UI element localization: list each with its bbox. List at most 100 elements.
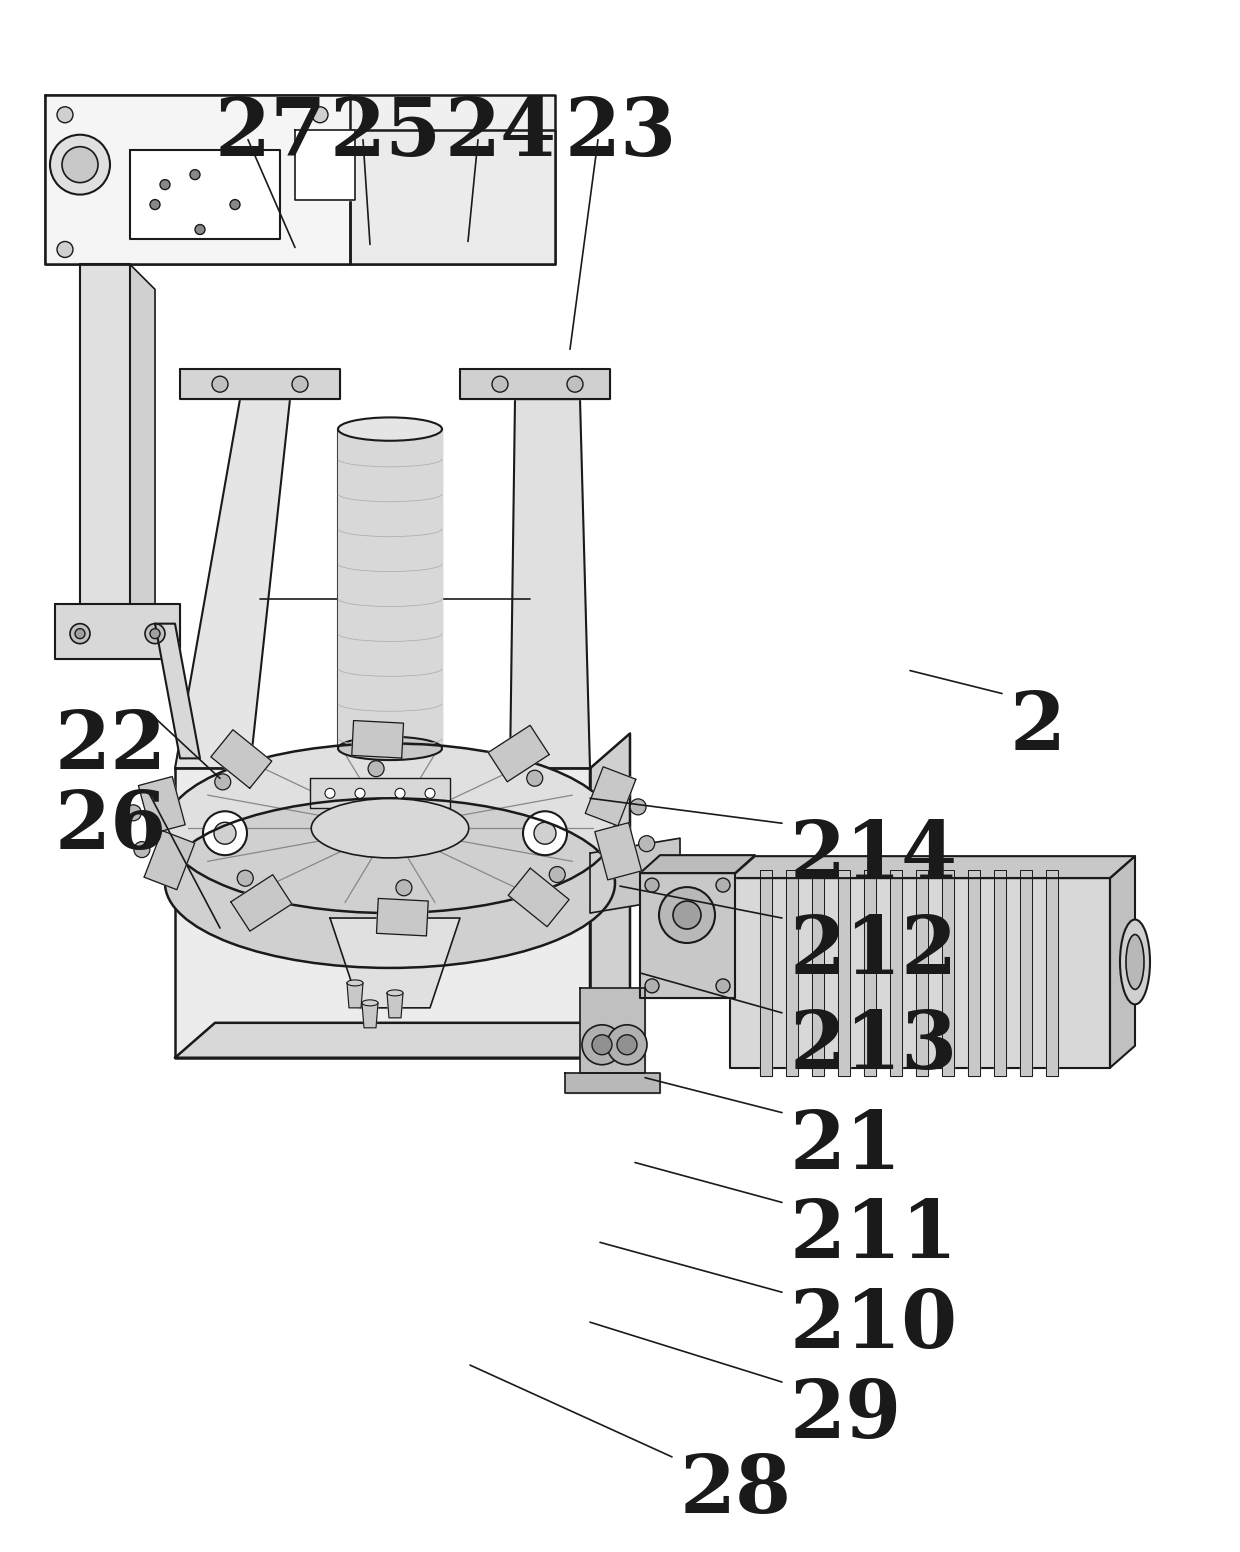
Circle shape — [57, 107, 73, 123]
Polygon shape — [1047, 871, 1058, 1076]
Polygon shape — [165, 798, 615, 968]
Polygon shape — [231, 875, 291, 931]
Text: 25: 25 — [330, 95, 443, 172]
Ellipse shape — [339, 737, 441, 760]
Polygon shape — [730, 857, 1135, 878]
Text: 28: 28 — [680, 1453, 792, 1530]
Ellipse shape — [387, 990, 403, 996]
Circle shape — [57, 242, 73, 258]
Polygon shape — [175, 1023, 630, 1058]
Polygon shape — [155, 624, 200, 759]
Circle shape — [215, 774, 231, 790]
Polygon shape — [812, 871, 825, 1076]
Polygon shape — [295, 130, 355, 200]
Polygon shape — [590, 734, 630, 1058]
Polygon shape — [640, 855, 755, 874]
Polygon shape — [590, 838, 680, 913]
Polygon shape — [165, 743, 615, 913]
Text: 27: 27 — [215, 95, 327, 172]
Circle shape — [645, 878, 658, 892]
Polygon shape — [310, 779, 450, 809]
Circle shape — [150, 629, 160, 638]
Text: 213: 213 — [790, 1007, 959, 1086]
Circle shape — [134, 841, 150, 858]
Circle shape — [567, 376, 583, 393]
Circle shape — [523, 812, 567, 855]
Circle shape — [527, 770, 543, 787]
Polygon shape — [585, 767, 636, 826]
Polygon shape — [180, 369, 340, 399]
Polygon shape — [890, 871, 901, 1076]
Polygon shape — [580, 989, 645, 1072]
Polygon shape — [339, 428, 441, 748]
Circle shape — [425, 788, 435, 798]
Polygon shape — [730, 878, 1110, 1068]
Polygon shape — [45, 95, 350, 264]
Polygon shape — [362, 1003, 378, 1027]
Circle shape — [291, 376, 308, 393]
Polygon shape — [211, 729, 272, 788]
Polygon shape — [377, 899, 428, 936]
Ellipse shape — [362, 999, 378, 1006]
Polygon shape — [1021, 871, 1032, 1076]
Polygon shape — [130, 149, 280, 239]
Text: 26: 26 — [55, 788, 167, 866]
Polygon shape — [347, 982, 363, 1007]
Polygon shape — [55, 604, 180, 658]
Polygon shape — [864, 871, 875, 1076]
Polygon shape — [387, 993, 403, 1018]
Polygon shape — [350, 130, 556, 264]
Ellipse shape — [347, 979, 363, 986]
Circle shape — [492, 376, 508, 393]
Text: 29: 29 — [790, 1377, 903, 1456]
Ellipse shape — [311, 799, 469, 858]
Polygon shape — [81, 264, 130, 608]
Polygon shape — [144, 830, 195, 889]
Circle shape — [160, 180, 170, 189]
Circle shape — [312, 107, 329, 123]
Circle shape — [229, 200, 241, 210]
Ellipse shape — [1126, 934, 1145, 989]
Circle shape — [125, 805, 141, 821]
Polygon shape — [510, 399, 590, 768]
Circle shape — [150, 200, 160, 210]
Circle shape — [212, 376, 228, 393]
Circle shape — [645, 979, 658, 993]
Text: 23: 23 — [565, 95, 677, 172]
Text: 24: 24 — [445, 95, 557, 172]
Circle shape — [639, 835, 655, 852]
Ellipse shape — [339, 417, 441, 441]
Circle shape — [69, 624, 91, 644]
Circle shape — [673, 902, 701, 930]
Circle shape — [591, 1035, 613, 1055]
Polygon shape — [139, 776, 185, 833]
Text: 210: 210 — [790, 1287, 959, 1366]
Circle shape — [145, 624, 165, 644]
Text: 211: 211 — [790, 1198, 959, 1276]
Polygon shape — [916, 871, 928, 1076]
Polygon shape — [460, 369, 610, 399]
Circle shape — [658, 888, 715, 944]
Ellipse shape — [1120, 919, 1149, 1004]
Circle shape — [582, 1024, 622, 1065]
Circle shape — [355, 788, 365, 798]
Circle shape — [368, 760, 384, 776]
Circle shape — [549, 866, 565, 883]
Polygon shape — [942, 871, 954, 1076]
Polygon shape — [130, 264, 155, 633]
Polygon shape — [175, 768, 590, 1058]
Circle shape — [195, 225, 205, 234]
Polygon shape — [1110, 857, 1135, 1068]
Circle shape — [215, 823, 236, 844]
Polygon shape — [508, 868, 569, 927]
Circle shape — [325, 788, 335, 798]
Polygon shape — [760, 871, 773, 1076]
Polygon shape — [838, 871, 849, 1076]
Polygon shape — [968, 871, 980, 1076]
Circle shape — [608, 1024, 647, 1065]
Circle shape — [62, 147, 98, 183]
Text: 21: 21 — [790, 1108, 903, 1186]
Text: 22: 22 — [55, 708, 167, 787]
Polygon shape — [330, 919, 460, 1007]
Circle shape — [534, 823, 556, 844]
